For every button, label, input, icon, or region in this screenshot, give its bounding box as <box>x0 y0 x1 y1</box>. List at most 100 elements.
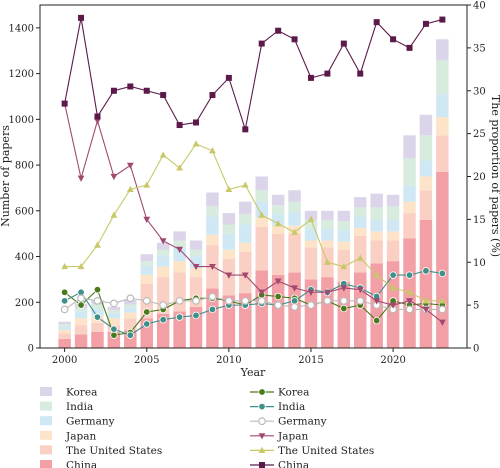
point-china-2000 <box>61 100 68 107</box>
bar-india-2015 <box>304 219 318 230</box>
legend-line-label-korea: Korea <box>278 387 309 399</box>
legend-line-marker-the-united-states <box>258 446 266 453</box>
left-tick-label-0: 0 <box>28 344 34 355</box>
bar-japan-2021 <box>403 201 416 214</box>
bar-japan-2010 <box>222 249 236 259</box>
point-china-2016 <box>324 70 331 77</box>
bar-japan-2020 <box>386 231 400 241</box>
point-germany-2000 <box>60 305 69 314</box>
bar-germany-2020 <box>386 219 400 232</box>
bar-korea-2020 <box>386 194 400 207</box>
point-japan-2005 <box>143 216 151 223</box>
left-tick-label-200: 200 <box>15 298 34 309</box>
bar-the-united-states-2018 <box>354 235 367 273</box>
point-germany-2023 <box>438 305 447 314</box>
bar-japan-2011 <box>239 242 252 252</box>
bar-japan-2004 <box>124 312 137 319</box>
point-korea-2001 <box>77 301 85 309</box>
bar-japan-2018 <box>354 227 367 236</box>
bar-india-2010 <box>222 224 236 234</box>
bar-germany-2001 <box>74 311 88 319</box>
point-china-2003 <box>110 87 117 94</box>
legend-bar-label-india: India <box>66 401 93 413</box>
bar-germany-2015 <box>304 229 318 241</box>
bar-japan-2000 <box>58 329 71 334</box>
point-the-united-states-2005 <box>143 181 151 188</box>
point-japan-2016 <box>324 289 331 296</box>
left-tick-label-800: 800 <box>15 161 34 172</box>
bar-india-2018 <box>354 207 367 217</box>
bar-japan-2007 <box>173 261 186 273</box>
point-india-2022 <box>422 267 430 275</box>
point-the-united-states-2001 <box>77 262 85 270</box>
point-india-2003 <box>110 325 118 333</box>
bar-japan-2015 <box>304 240 318 248</box>
point-germany-2014 <box>290 302 299 311</box>
legend-bar-label-korea: Korea <box>66 387 97 399</box>
left-tick-label-1000: 1000 <box>9 115 34 126</box>
point-the-united-states-2012 <box>258 211 266 218</box>
point-china-2004 <box>127 83 134 90</box>
right-tick-label-25: 25 <box>473 129 486 140</box>
point-germany-2006 <box>159 301 168 310</box>
bar-korea-2012 <box>255 176 268 191</box>
point-india-2006 <box>159 316 167 324</box>
right-tick-label-10: 10 <box>473 258 486 269</box>
bar-korea-2007 <box>173 231 186 241</box>
bar-india-2008 <box>189 249 203 257</box>
point-china-2018 <box>357 70 364 77</box>
bar-india-2006 <box>156 249 170 256</box>
bar-the-united-states-2012 <box>255 226 268 271</box>
right-tick-label-0: 0 <box>473 344 479 355</box>
bar-japan-2019 <box>370 231 383 241</box>
point-japan-2021 <box>406 298 413 305</box>
bar-china-2015 <box>304 279 318 348</box>
point-the-united-states-2009 <box>209 147 216 154</box>
bar-china-2013 <box>271 274 285 348</box>
bar-korea-2005 <box>140 254 153 262</box>
point-china-2001 <box>78 14 85 21</box>
point-china-2006 <box>160 92 167 99</box>
left-tick-label-400: 400 <box>15 252 34 263</box>
point-china-2011 <box>242 126 249 133</box>
bar-korea-2011 <box>239 201 252 215</box>
bar-japan-2005 <box>140 274 153 284</box>
bar-the-united-states-2021 <box>403 213 416 239</box>
point-india-2007 <box>175 313 184 321</box>
bar-china-2001 <box>74 334 88 348</box>
point-the-united-states-2021 <box>406 288 413 295</box>
bar-japan-2017 <box>337 241 351 250</box>
point-the-united-states-2010 <box>225 185 233 192</box>
axes <box>39 4 468 349</box>
point-the-united-states-2008 <box>192 140 200 147</box>
point-the-united-states-2004 <box>126 185 134 192</box>
bar-the-united-states-2004 <box>124 318 137 330</box>
point-the-united-states-2017 <box>340 262 348 270</box>
line-korea <box>64 288 443 336</box>
point-the-united-states-2023 <box>438 297 446 304</box>
bar-korea-2000 <box>58 321 71 324</box>
point-germany-2021 <box>405 305 414 314</box>
bar-the-united-states-2014 <box>288 233 301 273</box>
point-india-2020 <box>389 271 397 279</box>
point-germany-2005 <box>142 296 151 305</box>
left-tick-label-1200: 1200 <box>9 69 34 80</box>
point-japan-2011 <box>241 272 249 279</box>
point-china-2014 <box>291 36 298 43</box>
point-korea-2002 <box>93 285 102 294</box>
legend-line-marker-india <box>258 402 266 411</box>
point-japan-2003 <box>110 173 118 181</box>
point-japan-2015 <box>307 289 315 296</box>
bar-korea-2015 <box>304 210 318 220</box>
line-japan <box>64 103 443 323</box>
bar-korea-2013 <box>271 194 285 206</box>
bar-india-2001 <box>74 307 88 312</box>
bar-japan-2016 <box>321 240 334 248</box>
bar-china-2022 <box>419 219 433 348</box>
legend-line-label-the-united-states: The United States <box>278 445 374 457</box>
legend-bar-label-japan: Japan <box>65 430 96 442</box>
bar-india-2013 <box>271 205 285 215</box>
bar-india-2003 <box>107 310 121 314</box>
point-china-2017 <box>340 40 347 47</box>
